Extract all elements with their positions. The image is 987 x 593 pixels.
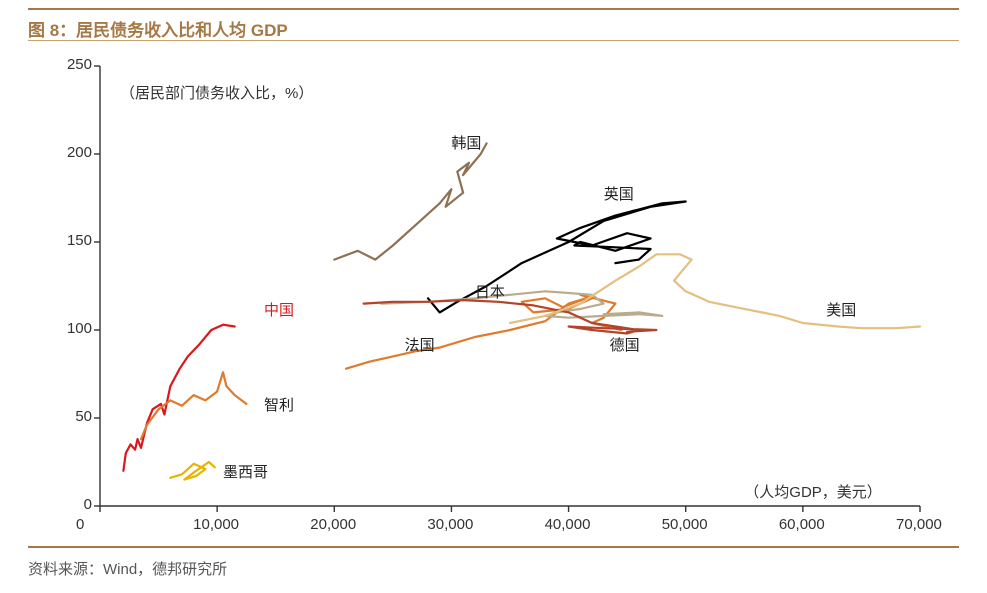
figure-container: 图 8：居民债务收入比和人均 GDP 0 10,000 20,000 30,000 40… xyxy=(0,0,987,593)
y-tick-label: 50 xyxy=(60,408,92,425)
y-tick-label: 100 xyxy=(60,320,92,337)
x-tick-label: 60,000 xyxy=(779,516,825,533)
series-中国 xyxy=(123,325,234,471)
bottom-rule xyxy=(28,546,959,548)
y-axis-label: （居民部门债务收入比，%） xyxy=(120,82,313,103)
figure-title: 图 8：居民债务收入比和人均 GDP xyxy=(28,21,288,40)
series-label-美国: 美国 xyxy=(826,299,856,320)
y-tick-label: 0 xyxy=(60,496,92,513)
x-tick-label: 0 xyxy=(76,516,84,533)
x-axis-label: （人均GDP，美元） xyxy=(744,481,882,502)
title-underline xyxy=(28,40,959,41)
x-tick-label: 70,000 xyxy=(896,516,942,533)
series-label-智利: 智利 xyxy=(264,394,294,415)
series-韩国 xyxy=(334,143,486,259)
x-tick-label: 50,000 xyxy=(662,516,708,533)
x-tick-label: 10,000 xyxy=(193,516,239,533)
series-label-韩国: 韩国 xyxy=(451,132,481,153)
source-text: 资料来源：Wind，德邦研究所 xyxy=(28,558,227,579)
chart-area: 0 10,000 20,000 30,000 40,000 50,000 60,000 70,… xyxy=(60,60,940,530)
y-tick-label: 250 xyxy=(60,56,92,73)
series-label-德国: 德国 xyxy=(610,334,640,355)
y-tick-label: 200 xyxy=(60,144,92,161)
series-label-英国: 英国 xyxy=(604,183,634,204)
series-法国 xyxy=(346,295,621,369)
series-墨西哥 xyxy=(170,462,215,480)
series-label-法国: 法国 xyxy=(405,334,435,355)
series-德国 xyxy=(364,300,657,333)
series-英国 xyxy=(428,202,686,313)
x-tick-label: 20,000 xyxy=(310,516,356,533)
figure-title-bar: 图 8：居民债务收入比和人均 GDP xyxy=(28,8,959,47)
y-tick-label: 150 xyxy=(60,232,92,249)
x-tick-label: 30,000 xyxy=(427,516,473,533)
series-label-墨西哥: 墨西哥 xyxy=(223,461,268,482)
series-label-中国: 中国 xyxy=(264,299,294,320)
series-label-日本: 日本 xyxy=(475,281,505,302)
x-tick-label: 40,000 xyxy=(545,516,591,533)
